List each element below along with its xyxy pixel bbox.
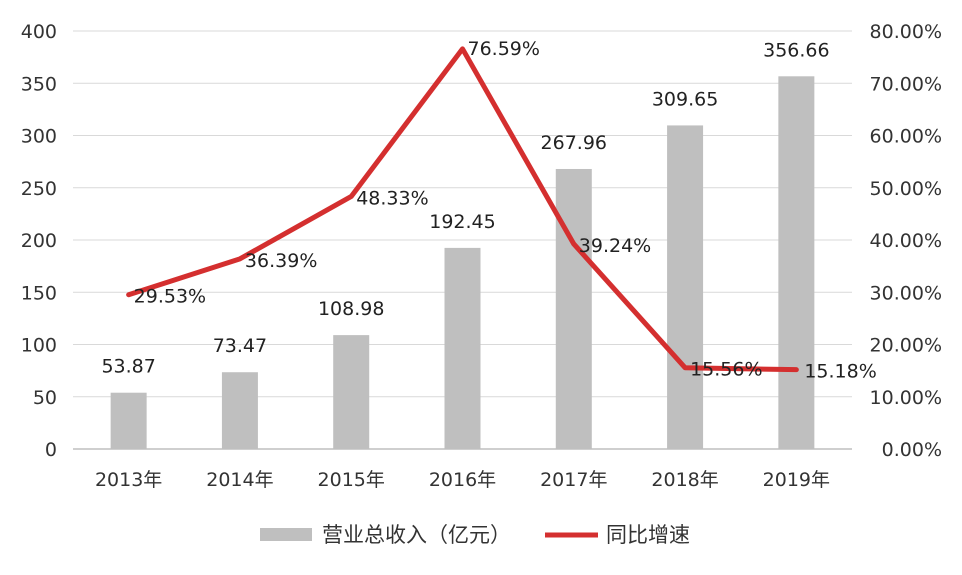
line-series — [126, 46, 799, 373]
x-tick-label: 2016年 — [429, 469, 496, 491]
x-axis-ticks: 2013年 2014年 2015年 2016年 2017年 2018年 2019年 — [95, 469, 830, 491]
x-tick-label: 2014年 — [206, 469, 273, 491]
left-tick-label: 250 — [21, 178, 57, 200]
right-axis-ticks: 0.00% 10.00% 20.00% 30.00% 40.00% 50.00% 60.00… — [870, 21, 942, 461]
growth-point-label: 36.39% — [245, 250, 317, 272]
right-tick-label: 20.00% — [870, 335, 942, 357]
right-tick-label: 10.00% — [870, 387, 942, 409]
revenue-bar — [778, 76, 815, 450]
revenue-bar-label: 309.65 — [652, 88, 718, 110]
growth-point-label: 39.24% — [579, 235, 651, 257]
growth-point-label: 29.53% — [134, 286, 206, 308]
revenue-bar-label: 356.66 — [763, 39, 829, 61]
right-tick-label: 30.00% — [870, 282, 942, 304]
revenue-bar — [110, 392, 147, 449]
growth-point-label: 48.33% — [356, 187, 428, 209]
right-tick-label: 70.00% — [870, 73, 942, 95]
legend-label-growth: 同比增速 — [606, 523, 690, 547]
x-tick-label: 2017年 — [540, 469, 607, 491]
right-tick-label: 50.00% — [870, 178, 942, 200]
revenue-bar-label: 192.45 — [429, 211, 495, 233]
revenue-bar — [444, 247, 481, 449]
left-tick-label: 150 — [21, 282, 57, 304]
growth-line — [126, 46, 799, 373]
bar-data-labels: 53.87 73.47 108.98 192.45 267.96 309.65 356.66 — [101, 39, 829, 377]
revenue-bar — [555, 168, 592, 449]
growth-point-label: 76.59% — [468, 38, 540, 60]
revenue-bar — [333, 335, 370, 449]
left-tick-label: 50 — [33, 387, 57, 409]
legend: 营业总收入（亿元） 同比增速 — [260, 523, 690, 547]
revenue-bar-label: 53.87 — [101, 356, 155, 378]
x-tick-label: 2013年 — [95, 469, 162, 491]
bar-series — [110, 76, 815, 450]
right-tick-label: 80.00% — [870, 21, 942, 43]
revenue-bar-label: 73.47 — [213, 335, 267, 357]
revenue-bar — [667, 125, 704, 450]
revenue-bar — [221, 372, 258, 449]
left-tick-label: 400 — [21, 21, 57, 43]
left-tick-label: 0 — [45, 439, 57, 461]
x-tick-label: 2018年 — [651, 469, 718, 491]
left-tick-label: 300 — [21, 126, 57, 148]
legend-swatch-revenue — [260, 528, 312, 541]
growth-point-label: 15.18% — [804, 361, 876, 383]
right-tick-label: 0.00% — [882, 439, 942, 461]
x-tick-label: 2019年 — [763, 469, 830, 491]
left-axis-ticks: 0 50 100 150 200 250 300 350 400 — [21, 21, 57, 461]
x-tick-label: 2015年 — [318, 469, 385, 491]
growth-point-label: 15.56% — [690, 359, 762, 381]
right-tick-label: 60.00% — [870, 126, 942, 148]
left-tick-label: 100 — [21, 335, 57, 357]
revenue-bar-label: 108.98 — [318, 298, 384, 320]
legend-label-revenue: 营业总收入（亿元） — [322, 523, 511, 547]
line-data-labels: 29.53% 36.39% 48.33% 76.59% 39.24% 15.56% 15.1… — [134, 38, 877, 383]
left-tick-label: 350 — [21, 73, 57, 95]
revenue-bar-label: 267.96 — [541, 132, 607, 154]
right-tick-label: 40.00% — [870, 230, 942, 252]
left-tick-label: 200 — [21, 230, 57, 252]
